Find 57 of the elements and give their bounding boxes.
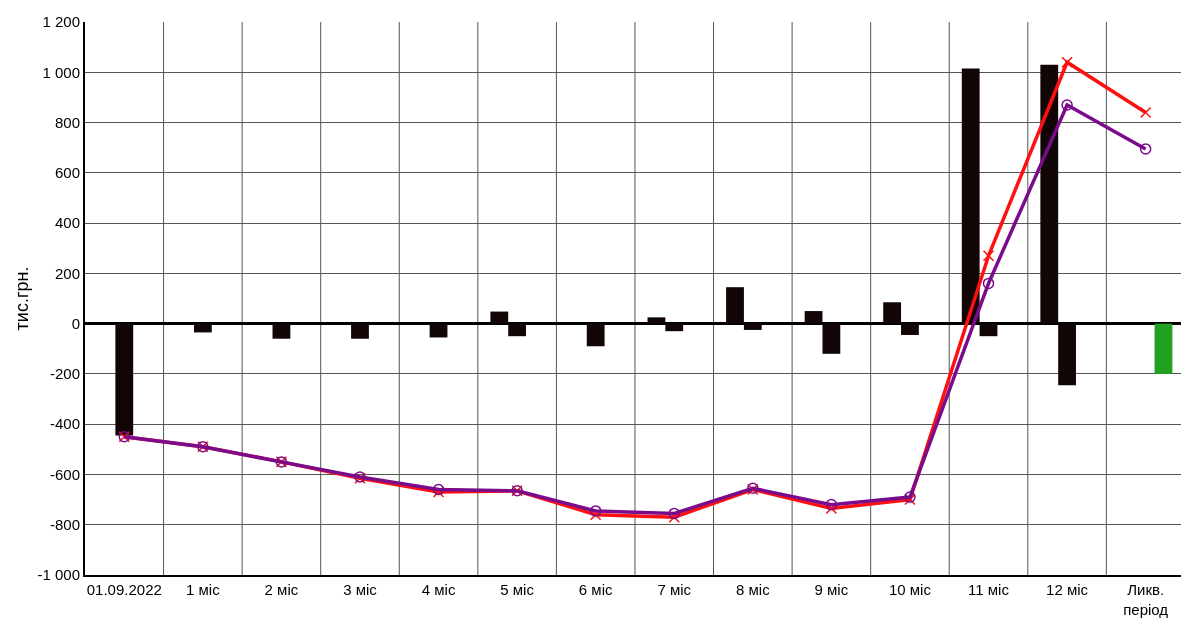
y-tick-label: -800 [49,515,80,533]
bar [901,323,919,335]
y-tick-label: 1 200 [42,13,80,31]
bar [429,323,448,338]
x-tick-label: 1 міс [186,581,221,598]
bar [508,323,527,337]
x-tick-label: 11 міс [968,581,1010,598]
y-tick-label: 600 [54,164,80,182]
bar [586,323,605,347]
bar [1058,323,1076,386]
x-tick-label: 10 міс [888,581,932,598]
bar [979,323,998,337]
x-tick-label: 2 міс [264,581,299,598]
x-tick-label: 3 міс [343,581,378,598]
bar [115,323,134,436]
y-tick-label: -1 000 [37,566,80,584]
bar [272,323,291,339]
x-tick-label: 7 міс [657,581,692,598]
bar [1154,323,1173,374]
x-tick-label: 12 міс [1046,581,1089,598]
y-tick-label: -200 [49,365,80,383]
bar [743,323,762,330]
bar [883,302,902,324]
bar [193,323,212,333]
y-tick-label: -400 [49,415,80,433]
y-tick-label: 200 [54,264,80,282]
y-axis-title: тис.грн. [12,266,33,331]
y-tick-label: 0 [71,314,80,332]
bar [351,323,369,339]
point [1061,99,1073,111]
bar [961,68,980,324]
x-tick-label: 8 міс [735,581,771,598]
x-tick-label: 01.09.2022 [86,581,162,598]
bar [647,317,666,324]
bar [1040,64,1059,324]
point [982,277,995,290]
x-tick-label: 6 міс [578,581,614,598]
point [1139,143,1152,155]
bar [804,311,823,324]
x-tick-label: 9 міс [814,581,849,598]
x-tick-label: Ликв. період [1123,581,1169,618]
y-tick-label: 800 [54,113,80,131]
y-tick-label: 400 [54,214,80,232]
point [1061,56,1073,68]
bar [822,323,841,354]
x-tick-label: 5 міс [500,581,535,598]
x-tick-label: 4 міс [421,581,456,598]
point [1139,106,1152,119]
bar [665,323,684,332]
y-tick-label: -600 [49,465,80,483]
point [825,498,838,511]
bar [726,287,744,324]
point [668,507,680,520]
bar [490,311,509,324]
point [589,505,602,517]
y-tick-label: 1 000 [42,63,80,81]
point [982,250,995,262]
